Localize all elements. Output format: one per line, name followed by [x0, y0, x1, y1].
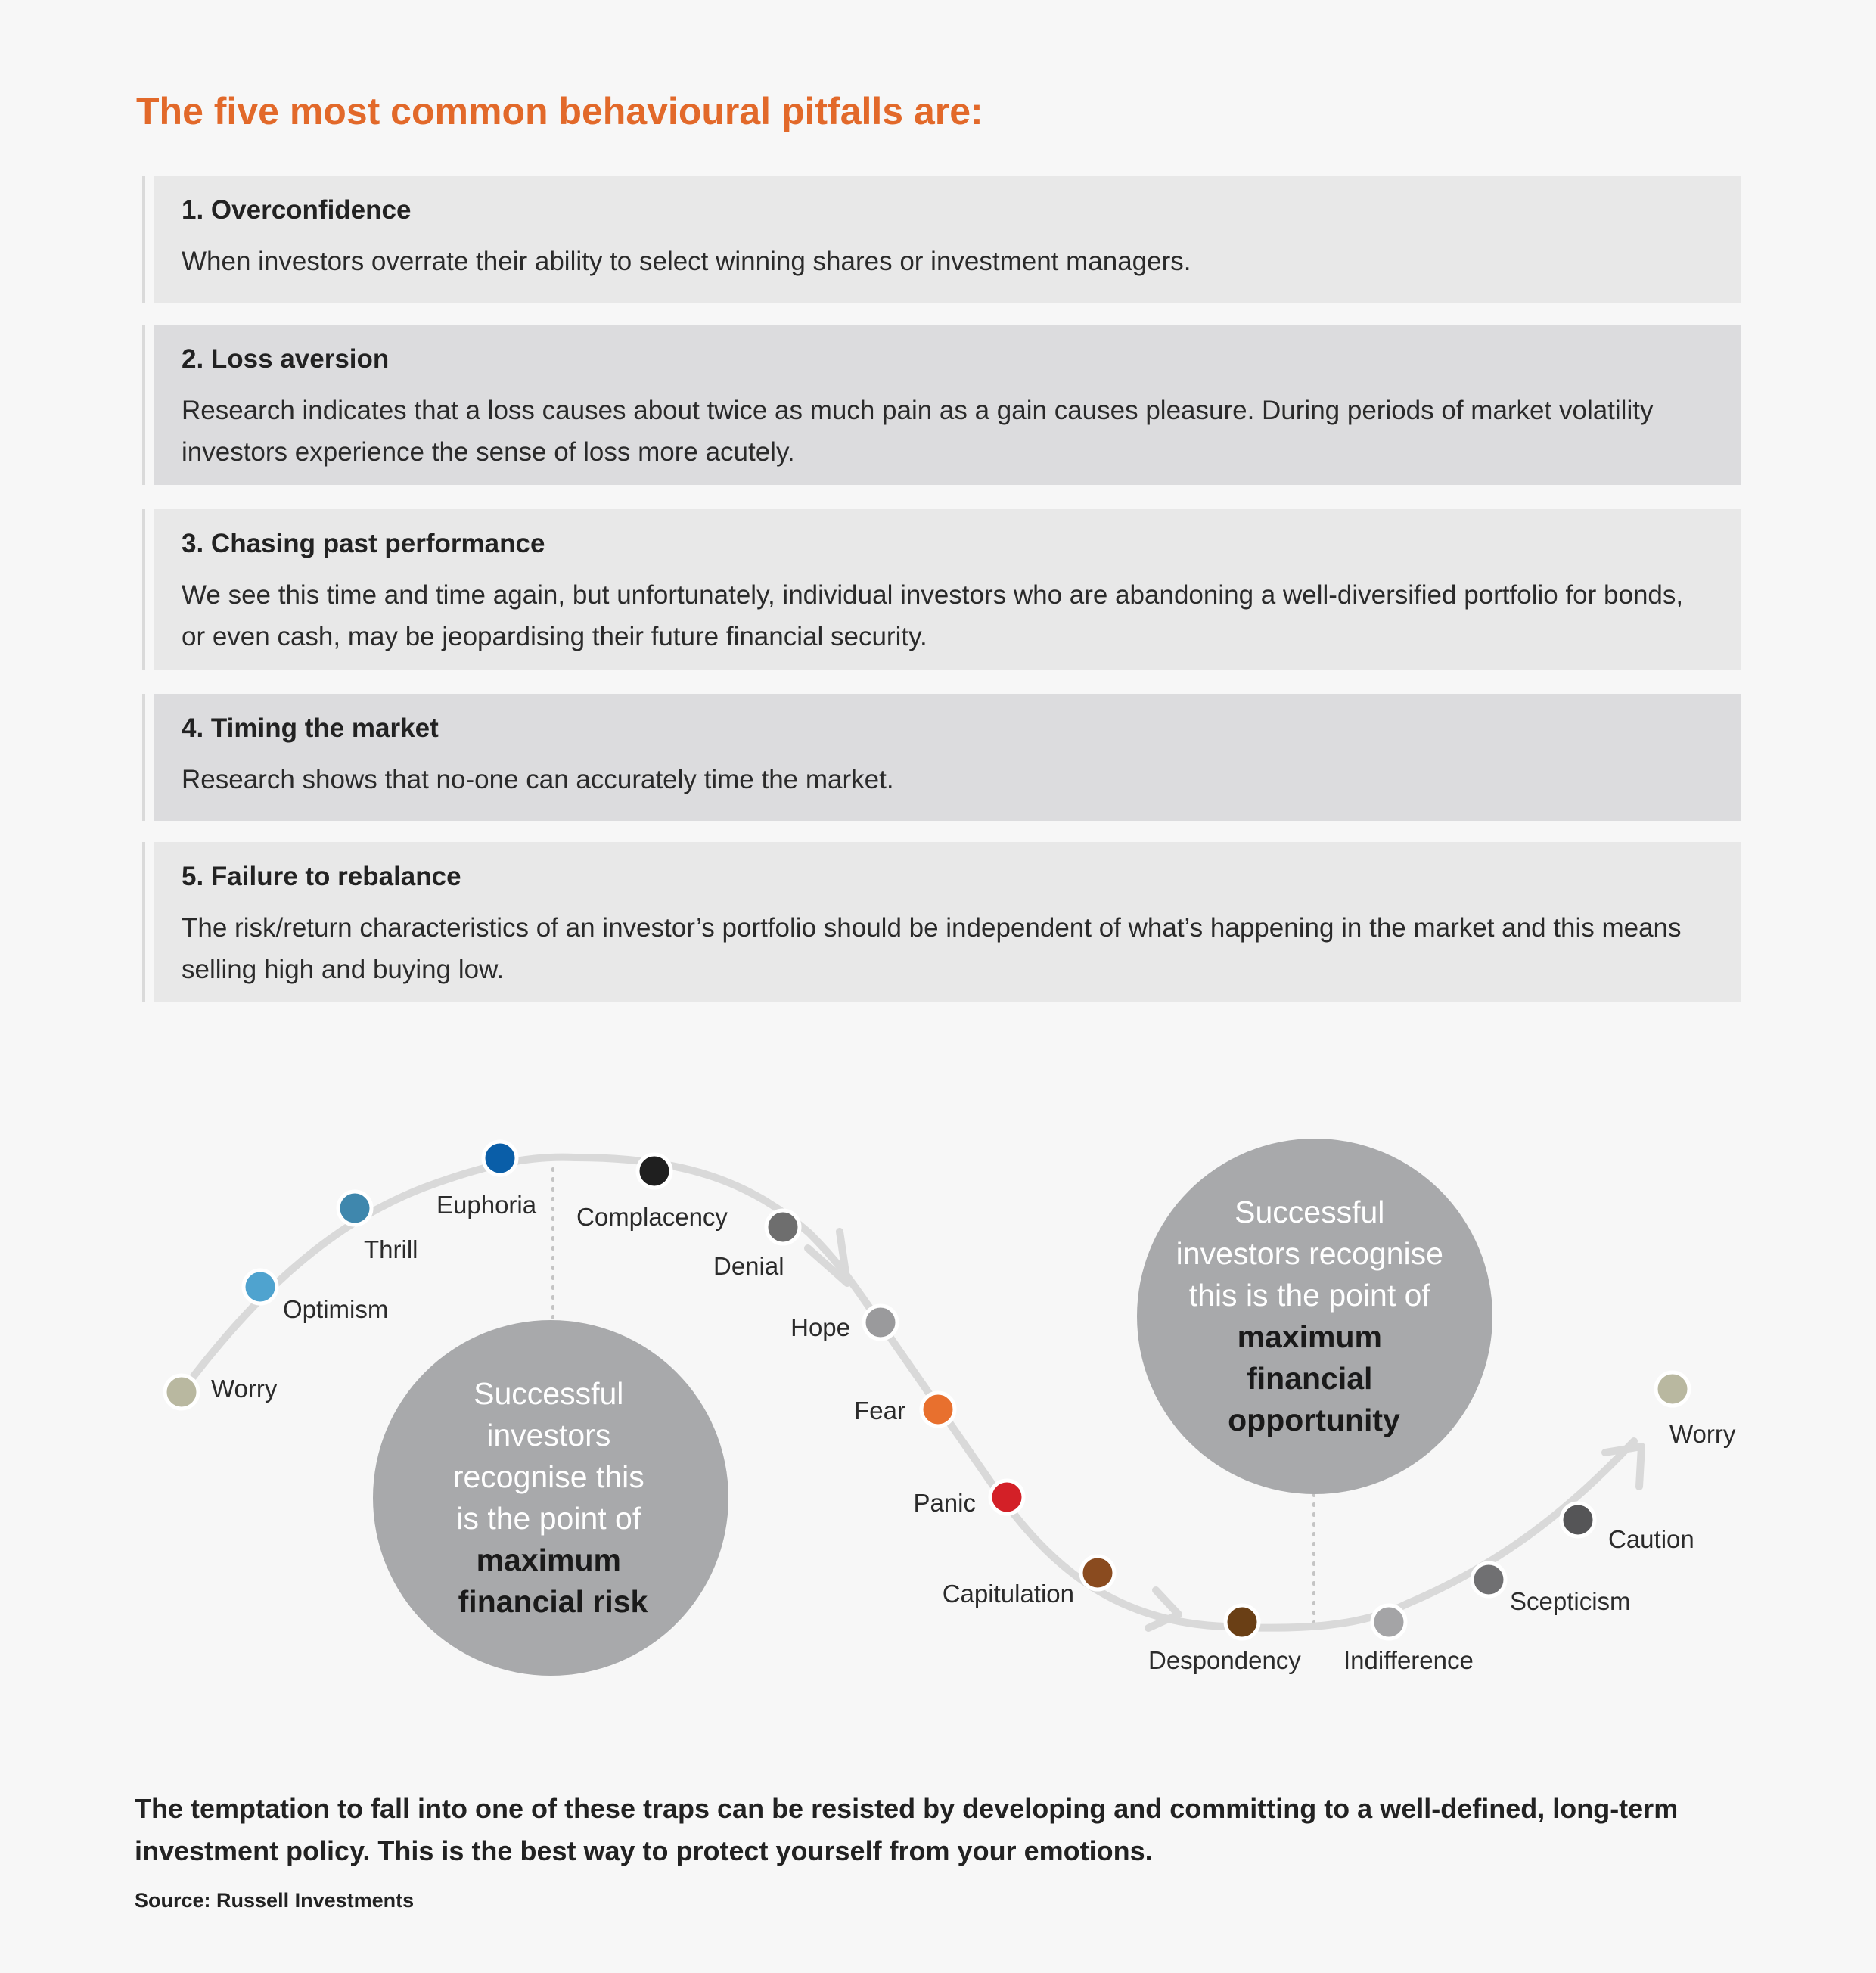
emotion-label-fear: Fear: [854, 1397, 905, 1425]
emotion-label-worry: Worry: [1669, 1420, 1736, 1448]
emotion-dot-caution: [1559, 1501, 1597, 1539]
pitfall-title: 4. Timing the market: [182, 713, 439, 743]
emotion-dot-optimism: [241, 1268, 279, 1306]
arrowhead-down-icon: [804, 1228, 851, 1287]
footer-summary: The temptation to fall into one of these…: [135, 1793, 1679, 1866]
emotion-dot-complacency: [635, 1152, 673, 1190]
emotion-dot-worry: [163, 1373, 200, 1411]
source-credit: Source: Russell Investments: [135, 1889, 415, 1912]
opportunity-callout-text: Successful investors recognise this is t…: [1176, 1195, 1452, 1437]
emotion-dot-worry: [1654, 1370, 1691, 1408]
pitfall-description: Research shows that no-one can accuratel…: [182, 765, 894, 794]
emotion-label-capitulation: Capitulation: [943, 1580, 1074, 1608]
arrowhead-up-icon: [1601, 1443, 1645, 1490]
emotion-label-despondency: Despondency: [1148, 1646, 1301, 1674]
pitfall-failure-rebalance: 5. Failure to rebalance The risk/return …: [142, 842, 1741, 1002]
emotion-dot-hope: [862, 1303, 899, 1341]
emotion-dot-panic: [988, 1478, 1026, 1516]
emotion-label-panic: Panic: [913, 1489, 976, 1517]
pitfall-description: The risk/return characteristics of an in…: [182, 913, 1682, 984]
emotion-label-scepticism: Scepticism: [1510, 1587, 1631, 1615]
emotion-label-thrill: Thrill: [364, 1235, 418, 1263]
pitfall-description: When investors overrate their ability to…: [182, 247, 1191, 276]
emotion-dot-denial: [764, 1208, 802, 1246]
risk-callout-text: Successful investors recognise this is t…: [453, 1376, 653, 1619]
emotion-label-optimism: Optimism: [283, 1295, 388, 1323]
pitfall-title: 1. Overconfidence: [182, 195, 412, 225]
emotion-label-indifference: Indifference: [1343, 1646, 1474, 1674]
emotion-dot-despondency: [1223, 1603, 1261, 1641]
pitfall-title: 5. Failure to rebalance: [182, 862, 461, 891]
opportunity-callout-circle: [1137, 1139, 1492, 1494]
emotion-points: Worry Optimism Thrill Euphoria Complacency De…: [163, 1139, 1736, 1674]
risk-callout-circle: [373, 1320, 728, 1676]
page-title: The five most common behavioural pitfall…: [136, 90, 983, 132]
emotion-dot-indifference: [1370, 1603, 1408, 1641]
emotion-label-euphoria: Euphoria: [436, 1191, 537, 1219]
investor-emotion-cycle: Successful investors recognise this is t…: [163, 1139, 1736, 1676]
pitfall-description: Research indicates that a loss causes ab…: [182, 396, 1654, 467]
pitfall-title: 3. Chasing past performance: [182, 529, 545, 558]
pitfall-description: We see this time and time again, but unf…: [182, 580, 1684, 651]
emotion-dot-thrill: [336, 1189, 374, 1227]
emotion-label-caution: Caution: [1608, 1525, 1694, 1553]
emotion-label-worry: Worry: [211, 1375, 278, 1403]
emotion-label-denial: Denial: [713, 1252, 784, 1280]
pitfall-title: 2. Loss aversion: [182, 344, 390, 374]
emotion-label-complacency: Complacency: [576, 1203, 728, 1231]
pitfall-chasing-performance: 3. Chasing past performance We see this …: [142, 509, 1741, 670]
emotion-dot-fear: [919, 1390, 957, 1428]
pitfall-overconfidence: 1. Overconfidence When investors overrat…: [142, 176, 1741, 303]
emotion-dot-scepticism: [1470, 1561, 1508, 1599]
emotion-dot-capitulation: [1079, 1554, 1117, 1592]
cycle-curve: [178, 1153, 1638, 1632]
pitfall-loss-aversion: 2. Loss aversion Research indicates that…: [142, 325, 1741, 485]
pitfall-timing-market: 4. Timing the market Research shows that…: [142, 694, 1741, 821]
emotion-label-hope: Hope: [790, 1313, 850, 1341]
arrowhead-right-icon: [1145, 1586, 1182, 1632]
emotion-dot-euphoria: [481, 1139, 519, 1177]
